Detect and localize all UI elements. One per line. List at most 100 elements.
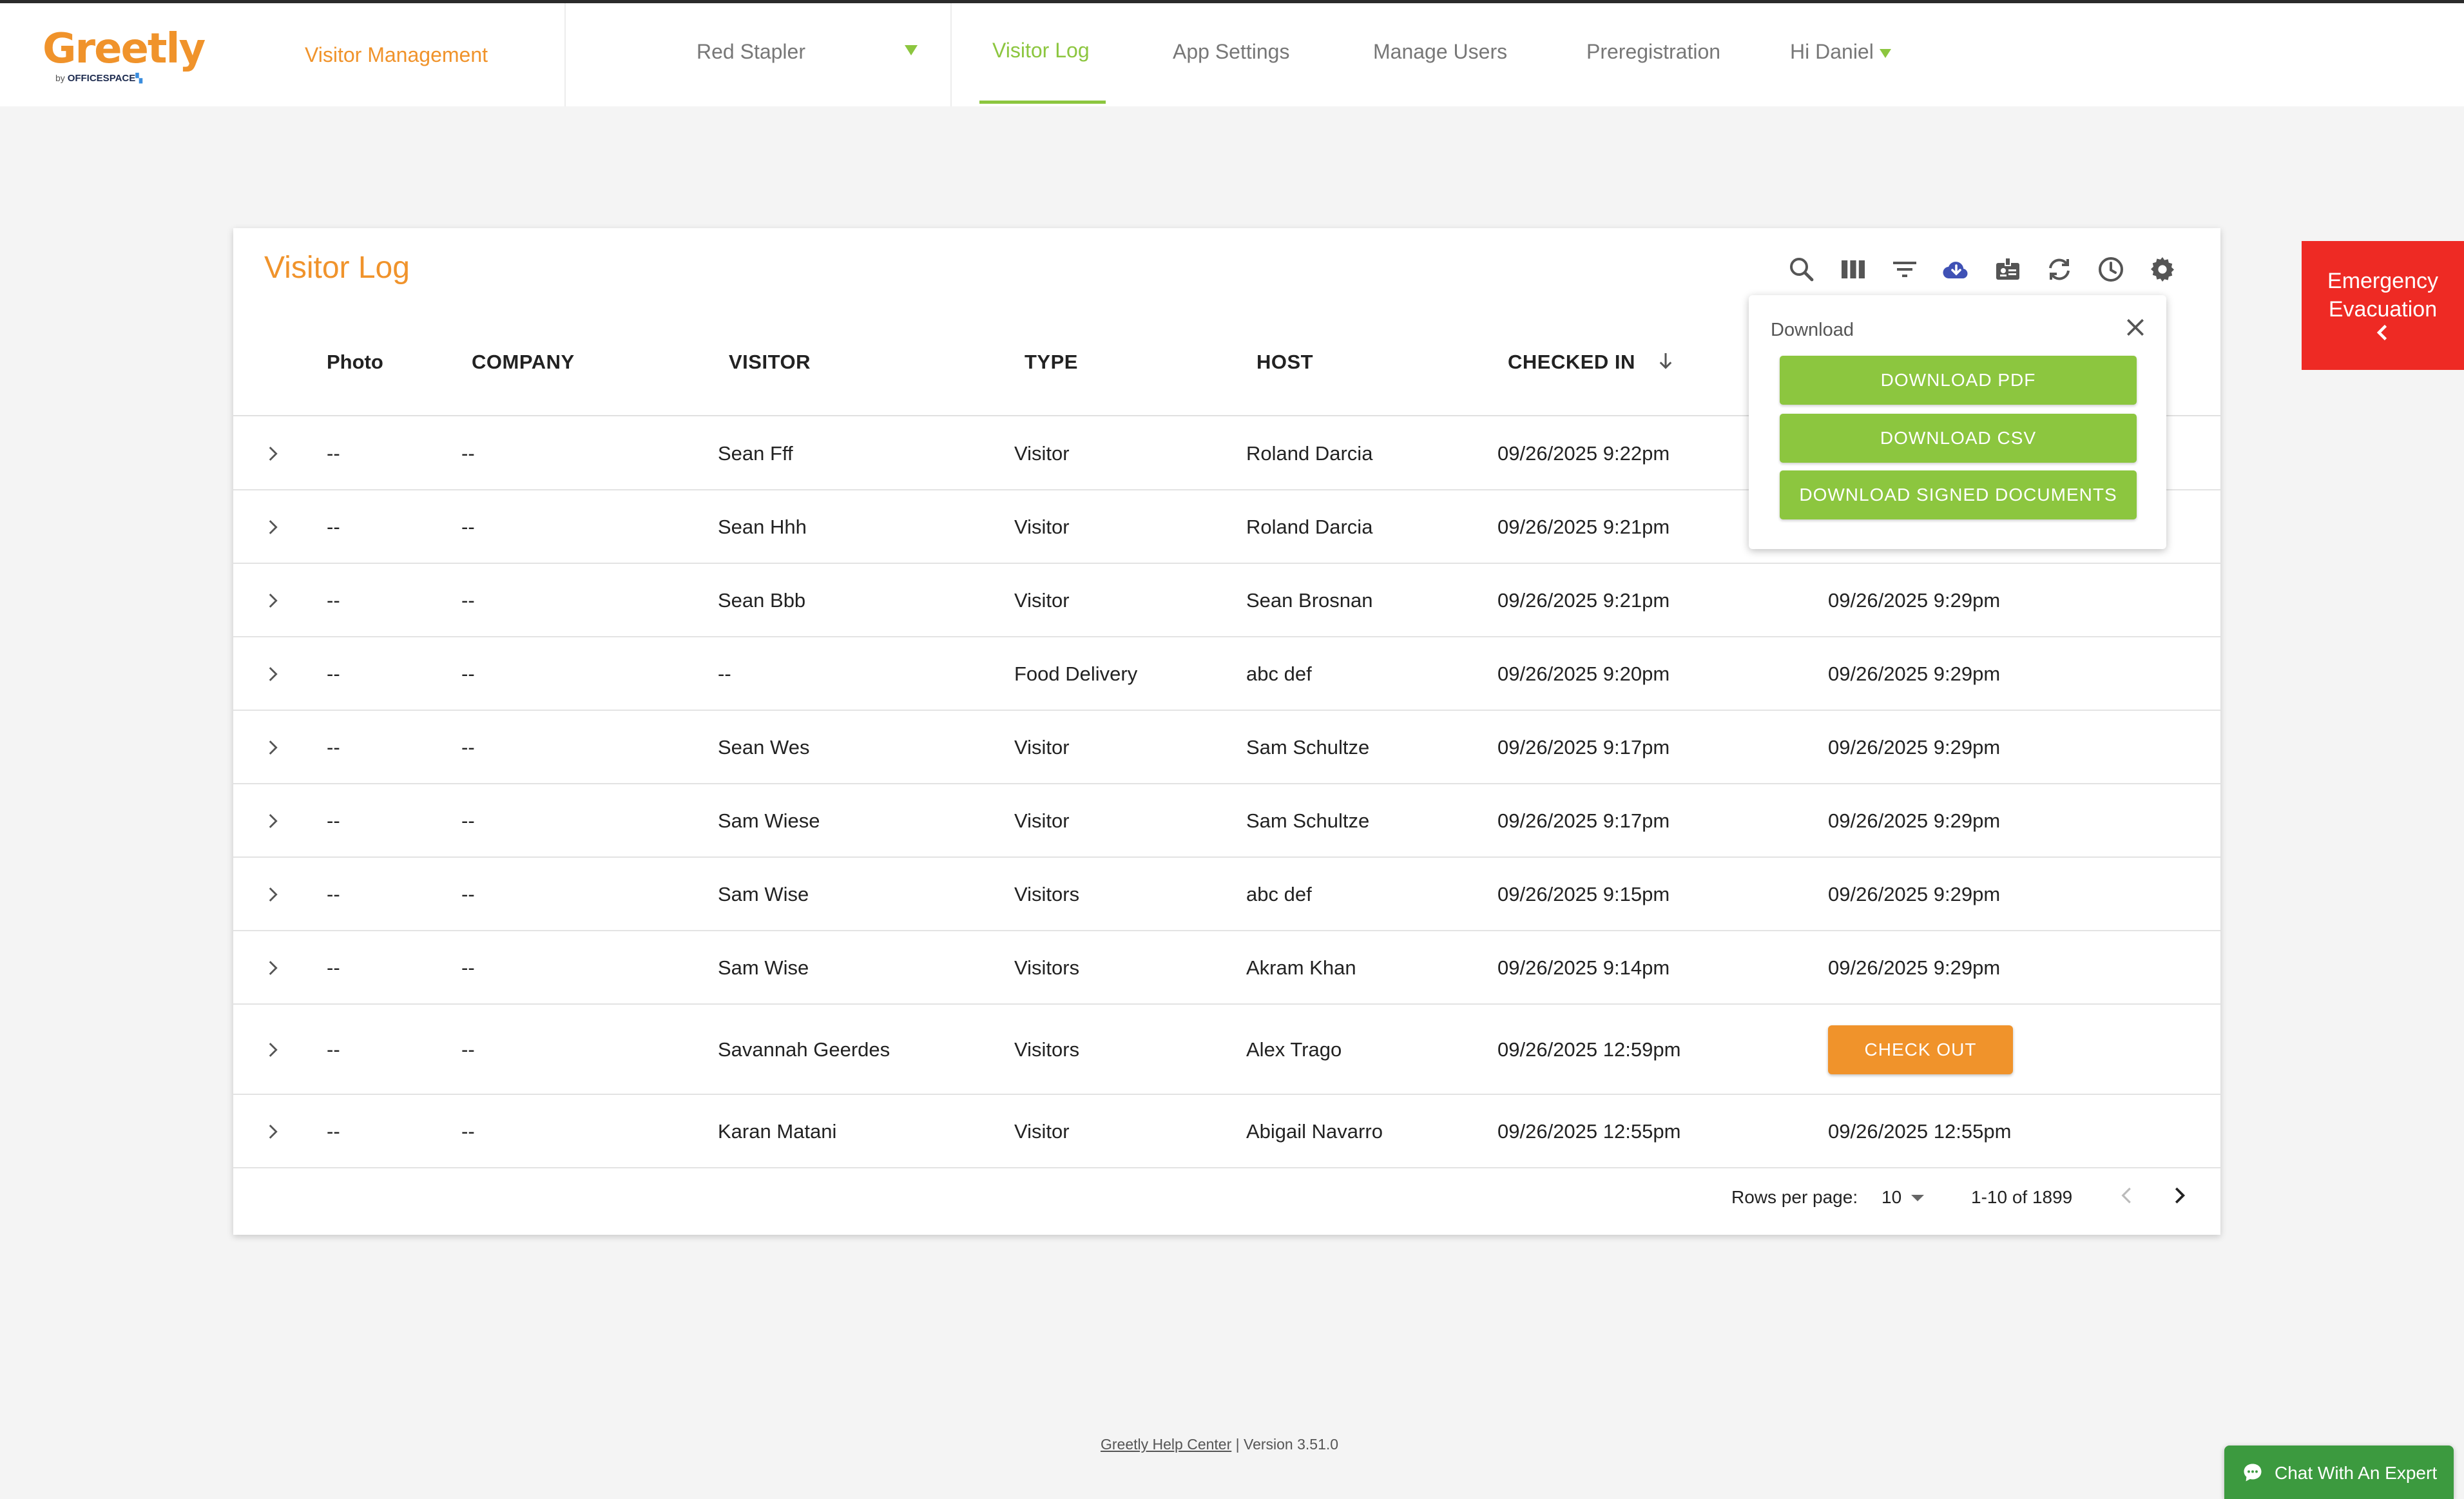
expand-row-chevron-icon[interactable]: [262, 663, 284, 685]
columns-icon[interactable]: [1838, 254, 1869, 285]
cell-host: Akram Khan: [1246, 956, 1356, 979]
help-center-link[interactable]: Greetly Help Center: [1101, 1436, 1232, 1453]
column-header-company[interactable]: COMPANY: [472, 351, 575, 373]
expand-row-chevron-icon[interactable]: [262, 590, 284, 612]
expand-row-chevron-icon[interactable]: [262, 1121, 284, 1143]
cell-checked-out: 09/26/2025 9:29pm: [1828, 883, 2001, 905]
table-row[interactable]: -- -- Savannah Geerdes Visitors Alex Trago 09…: [233, 1005, 2220, 1095]
nav-preregistration[interactable]: Preregistration: [1586, 40, 1721, 63]
column-header-host[interactable]: HOST: [1256, 351, 1314, 373]
cloud-download-icon[interactable]: [1941, 254, 1972, 285]
refresh-icon[interactable]: [2044, 254, 2075, 285]
cell-type: Visitor: [1014, 1120, 1070, 1143]
settings-icon[interactable]: [2147, 254, 2178, 285]
expand-row-chevron-icon[interactable]: [262, 810, 284, 832]
cell-visitor: Karan Matani: [718, 1120, 837, 1143]
cell-type: Visitors: [1014, 883, 1080, 905]
rows-per-page-label: Rows per page:: [1731, 1187, 1858, 1207]
cell-photo: --: [327, 809, 340, 832]
previous-page-icon[interactable]: [2115, 1183, 2139, 1208]
table-row[interactable]: -- -- Sean Bbb Visitor Sean Brosnan 09/26/202…: [233, 564, 2220, 637]
table-row[interactable]: -- -- -- Food Delivery abc def 09/26/2025 9:2…: [233, 637, 2220, 711]
cell-photo: --: [327, 442, 340, 465]
cell-company: --: [461, 442, 475, 465]
check-out-button[interactable]: CHECK OUT: [1828, 1025, 2013, 1074]
cell-visitor: Sam Wiese: [718, 809, 820, 832]
cell-checked-out: 09/26/2025 9:29pm: [1828, 662, 2001, 685]
next-page-icon[interactable]: [2167, 1183, 2191, 1208]
pagination-range: 1-10 of 1899: [1971, 1187, 2073, 1207]
expand-row-chevron-icon[interactable]: [262, 443, 284, 465]
chat-with-expert-button[interactable]: Chat With An Expert: [2224, 1446, 2454, 1499]
table-row[interactable]: -- -- Sam Wise Visitors Akram Khan 09/26/2025…: [233, 931, 2220, 1005]
cell-checked-in: 09/26/2025 12:59pm: [1497, 1038, 1681, 1061]
nav-active-indicator: [979, 101, 1106, 104]
nav-manage-users[interactable]: Manage Users: [1373, 40, 1508, 63]
caret-down-icon[interactable]: [1880, 49, 1891, 58]
expand-row-chevron-icon[interactable]: [262, 1039, 284, 1061]
column-header-checked-in[interactable]: CHECKED IN: [1508, 351, 1635, 373]
expand-row-chevron-icon[interactable]: [262, 957, 284, 979]
greetly-logo[interactable]: Greetly by OFFICESPACE▚: [43, 25, 206, 84]
cell-company: --: [461, 809, 475, 832]
expand-row-chevron-icon[interactable]: [262, 737, 284, 759]
column-header-visitor[interactable]: VISITOR: [729, 351, 811, 373]
cell-company: --: [461, 1120, 475, 1143]
cell-visitor: Sean Wes: [718, 736, 810, 759]
header-divider: [564, 3, 566, 106]
cell-company: --: [461, 956, 475, 979]
visitor-log-card: Visitor Log Photo COMPANY VISITOR TYPE H…: [233, 228, 2220, 1235]
column-header-type[interactable]: TYPE: [1025, 351, 1078, 373]
chat-bubble-icon: [2241, 1461, 2264, 1484]
table-row[interactable]: -- -- Sean Wes Visitor Sam Schultze 09/26/202…: [233, 711, 2220, 784]
location-select[interactable]: Red Stapler: [697, 40, 805, 63]
emergency-evacuation-tab[interactable]: Emergency Evacuation: [2302, 241, 2464, 370]
caret-down-icon[interactable]: [1911, 1195, 1924, 1201]
table-row[interactable]: -- -- Sam Wise Visitors abc def 09/26/2025 9:…: [233, 858, 2220, 931]
close-icon[interactable]: [2122, 314, 2148, 340]
cell-type: Visitor: [1014, 736, 1070, 759]
cell-photo: --: [327, 956, 340, 979]
header-divider: [950, 3, 952, 106]
chevron-left-icon: [2371, 321, 2394, 344]
sort-arrow-down-icon[interactable]: [1654, 348, 1677, 374]
rows-per-page-select[interactable]: 10: [1882, 1187, 1902, 1207]
history-icon[interactable]: [2095, 254, 2126, 285]
column-header-photo[interactable]: Photo: [327, 351, 383, 373]
badge-icon[interactable]: [1992, 254, 2023, 285]
emergency-label-line1: Emergency: [2327, 269, 2438, 293]
table-row[interactable]: -- -- Sean Fff Visitor Roland Darcia 09/26/20…: [233, 417, 2220, 490]
nav-app-settings[interactable]: App Settings: [1173, 40, 1290, 63]
cell-photo: --: [327, 516, 340, 538]
search-icon[interactable]: [1786, 254, 1817, 285]
cell-company: --: [461, 516, 475, 538]
user-menu[interactable]: Hi Daniel: [1790, 40, 1874, 63]
expand-row-chevron-icon[interactable]: [262, 516, 284, 538]
cell-visitor: Sean Fff: [718, 442, 793, 465]
top-border: [0, 0, 2464, 3]
cell-checked-in: 09/26/2025 9:17pm: [1497, 809, 1670, 832]
cell-visitor: Sam Wise: [718, 956, 809, 979]
cell-visitor: Sean Hhh: [718, 516, 807, 538]
cell-checked-out: 09/26/2025 12:55pm: [1828, 1120, 2012, 1143]
top-header: Greetly by OFFICESPACE▚ Visitor Manageme…: [0, 3, 2464, 106]
logo-subtitle: by OFFICESPACE▚: [55, 73, 143, 84]
cell-host: Roland Darcia: [1246, 442, 1373, 465]
download-csv-button[interactable]: DOWNLOAD CSV: [1780, 414, 2137, 463]
product-name[interactable]: Visitor Management: [305, 43, 488, 66]
download-pdf-button[interactable]: DOWNLOAD PDF: [1780, 356, 2137, 405]
table-row[interactable]: -- -- Sean Hhh Visitor Roland Darcia 09/26/20…: [233, 490, 2220, 564]
table-row[interactable]: -- -- Sam Wiese Visitor Sam Schultze 09/26/20…: [233, 784, 2220, 858]
filter-icon[interactable]: [1889, 254, 1920, 285]
table-row[interactable]: -- -- Karan Matani Visitor Abigail Navarro 09…: [233, 1095, 2220, 1168]
nav-visitor-log[interactable]: Visitor Log: [992, 39, 1090, 62]
cell-host: Alex Trago: [1246, 1038, 1342, 1061]
download-signed-documents-button[interactable]: DOWNLOAD SIGNED DOCUMENTS: [1780, 470, 2137, 519]
cell-company: --: [461, 736, 475, 759]
cell-company: --: [461, 589, 475, 612]
cell-checked-out: 09/26/2025 9:29pm: [1828, 736, 2001, 759]
caret-down-icon[interactable]: [905, 45, 918, 55]
cell-photo: --: [327, 662, 340, 685]
cell-photo: --: [327, 883, 340, 905]
expand-row-chevron-icon[interactable]: [262, 884, 284, 905]
